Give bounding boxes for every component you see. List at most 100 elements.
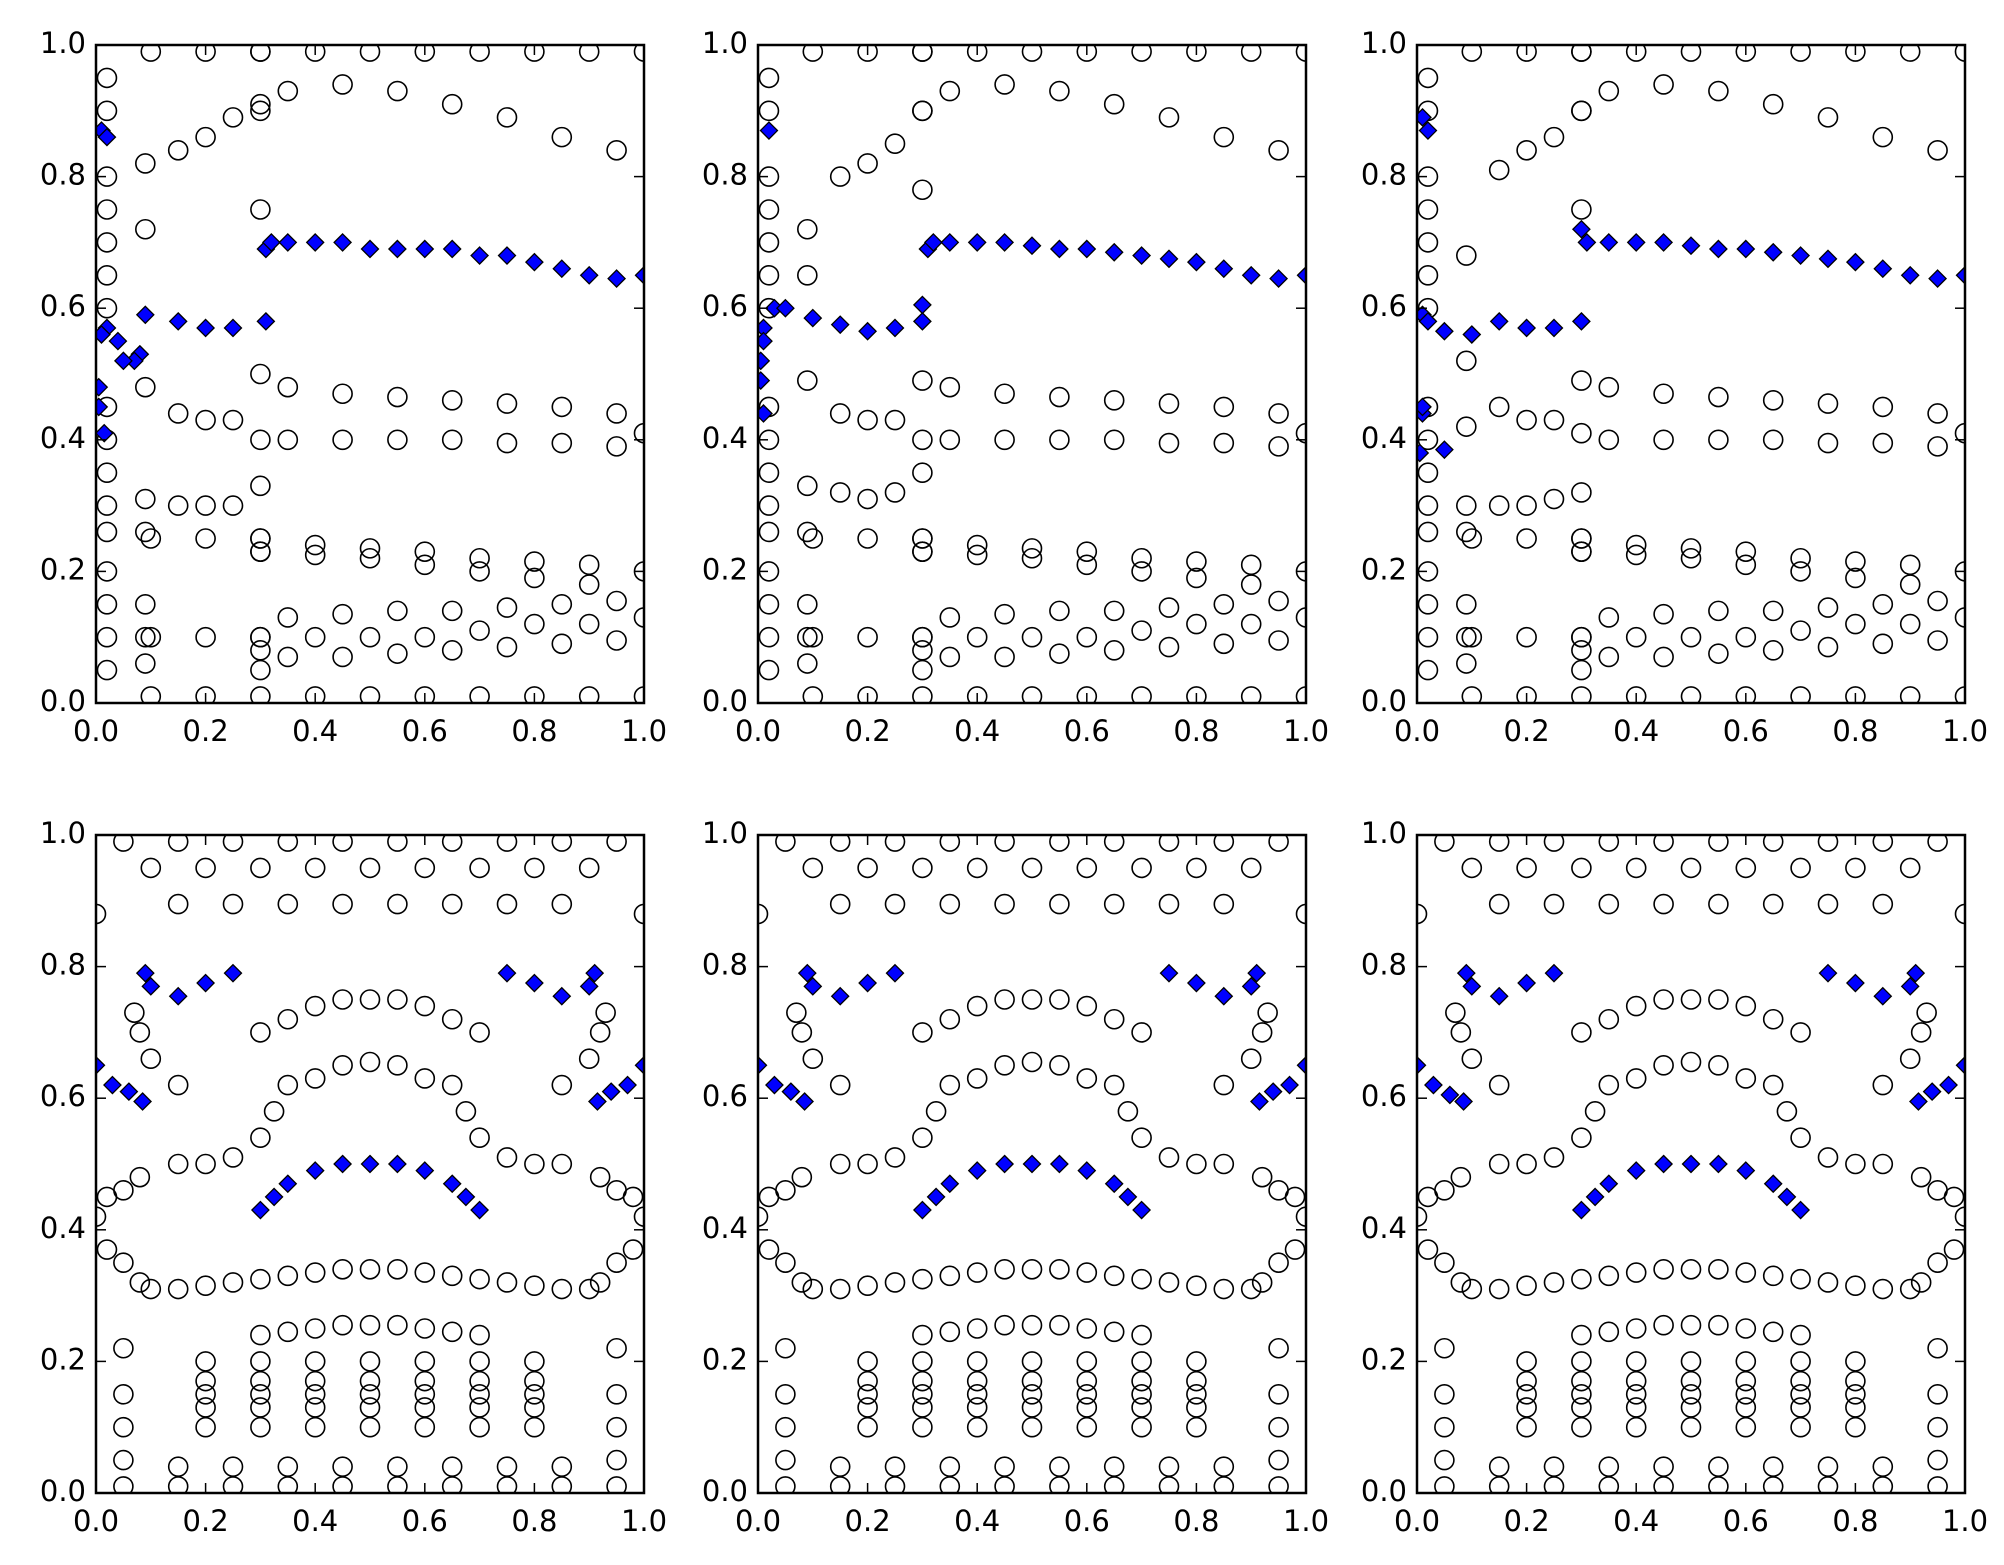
circle-marker	[304, 1068, 326, 1089]
circle-marker	[1762, 390, 1784, 411]
circle-marker	[1295, 903, 1306, 925]
circle-marker	[1213, 633, 1235, 655]
circle-marker	[758, 67, 780, 89]
diamond-marker	[278, 1174, 298, 1194]
circle-marker	[758, 232, 780, 253]
circle-marker	[797, 475, 818, 497]
circle-marker	[606, 1384, 627, 1405]
circle-marker	[1735, 995, 1757, 1017]
circle-marker	[1653, 1314, 1674, 1336]
diamond-marker	[940, 232, 960, 252]
circle-marker	[966, 626, 988, 648]
circle-marker	[802, 528, 824, 549]
diamond-marker	[1922, 1082, 1942, 1102]
circle-marker	[1461, 1048, 1483, 1070]
x-tick-label: 0.4	[292, 714, 338, 748]
diamond-marker	[1424, 1075, 1443, 1095]
circle-marker	[1735, 1416, 1757, 1438]
diamond-marker	[442, 1174, 462, 1194]
circle-marker	[441, 1476, 463, 1493]
circle-marker	[469, 857, 490, 879]
circle-marker	[195, 1397, 216, 1418]
x-tick-label: 0.0	[73, 1504, 119, 1538]
y-tick-label: 0.0	[40, 1474, 86, 1508]
diamond-marker	[758, 1055, 768, 1075]
circle-marker	[1653, 383, 1674, 405]
diamond-marker	[96, 325, 111, 344]
circle-marker	[595, 1002, 616, 1023]
y-tick-label: 0.2	[702, 1342, 748, 1376]
diamond-marker	[1417, 397, 1432, 417]
diamond-marker	[278, 232, 298, 252]
circle-marker	[797, 370, 818, 391]
circle-marker	[96, 626, 118, 648]
circle-marker	[1461, 528, 1483, 549]
circle-marker	[277, 1456, 299, 1477]
y-tick-label: 0.8	[702, 948, 748, 982]
circle-marker	[387, 643, 408, 664]
diamond-marker	[1214, 986, 1234, 1006]
circle-marker	[775, 1180, 796, 1201]
circle-marker	[1268, 590, 1289, 612]
circle-marker	[96, 495, 118, 516]
circle-marker	[1021, 1258, 1043, 1280]
circle-marker	[884, 1147, 906, 1168]
circle-marker	[96, 593, 118, 615]
circle-marker	[496, 835, 518, 852]
circle-marker	[277, 376, 299, 398]
circle-marker	[578, 554, 600, 576]
y-tick-label: 0.0	[1361, 684, 1407, 718]
circle-marker	[1456, 416, 1477, 437]
diamond-marker	[360, 1154, 380, 1174]
circle-marker	[966, 995, 988, 1017]
circle-marker	[1762, 835, 1784, 852]
circle-marker	[912, 541, 933, 562]
circle-marker	[524, 1351, 545, 1372]
circle-marker	[1131, 686, 1152, 703]
diamond-marker	[1241, 265, 1261, 285]
circle-marker	[1131, 547, 1152, 569]
circle-marker	[994, 835, 1015, 852]
circle-marker	[578, 686, 600, 703]
circle-marker	[250, 1416, 271, 1438]
panel: 0.0 0.2 0.4 0.6 0.8 1.0 0.0 0.2 0.4 0.6 0.8 1.0	[702, 26, 1329, 748]
circle-marker	[524, 1370, 545, 1392]
circle-marker	[1680, 1258, 1702, 1280]
diamond-marker	[1250, 1092, 1269, 1111]
diamond-marker	[830, 315, 850, 335]
circle-marker	[113, 1252, 134, 1273]
circle-marker	[1240, 613, 1262, 635]
diamond-marker	[1571, 311, 1591, 331]
circle-marker	[802, 686, 824, 703]
circle-marker	[1434, 1416, 1455, 1438]
plot-area	[1417, 45, 1965, 703]
circle-marker	[1516, 686, 1537, 703]
circle-marker	[1049, 429, 1070, 451]
x-tick-label: 0.4	[954, 714, 1000, 748]
diamond-marker	[1269, 269, 1289, 289]
circle-marker	[802, 1048, 824, 1070]
diamond-marker	[1418, 311, 1438, 331]
circle-marker	[884, 133, 906, 154]
circle-marker	[524, 551, 545, 572]
diamond-marker	[1462, 976, 1482, 996]
circle-marker	[606, 1252, 627, 1273]
circle-marker	[758, 264, 780, 286]
circle-marker	[1817, 1476, 1839, 1493]
circle-marker	[1845, 857, 1866, 879]
circle-marker	[1571, 1370, 1592, 1392]
circle-marker	[387, 893, 408, 915]
circle-marker	[1899, 1278, 1921, 1300]
circle-marker	[441, 893, 463, 915]
y-tick-label: 0.8	[1361, 948, 1407, 982]
circle-marker	[1488, 1476, 1510, 1493]
circle-marker	[829, 1476, 851, 1493]
circle-marker	[1021, 686, 1043, 703]
circle-marker	[1845, 567, 1866, 589]
diamond-marker	[795, 1092, 814, 1111]
circle-marker	[524, 1153, 545, 1175]
circle-marker	[332, 646, 353, 668]
circle-marker	[135, 376, 156, 398]
diamond-marker	[196, 318, 216, 338]
y-tick-label: 0.6	[1361, 1079, 1407, 1113]
